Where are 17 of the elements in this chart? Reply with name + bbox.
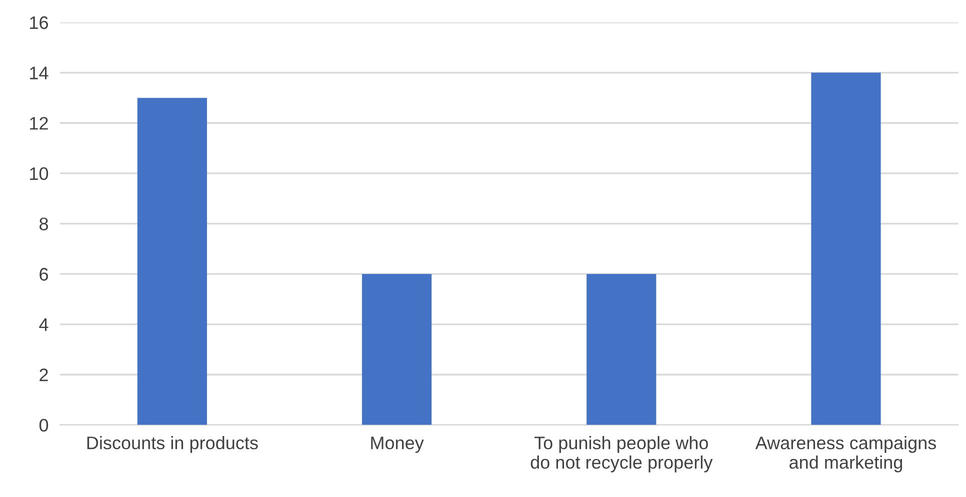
y-tick-label: 6	[40, 268, 48, 281]
x-tick-label: Awareness campaigns and marketing	[755, 436, 936, 472]
y-tick-label: 16	[30, 16, 48, 30]
y-tick-label: 0	[39, 418, 48, 432]
x-tick-label: Money	[371, 436, 424, 453]
x-tick-label: To punish people who do not recycle properly	[530, 436, 713, 472]
x-tick-label: Discounts in products	[87, 436, 258, 453]
y-tick-label: 8	[40, 218, 48, 230]
y-tick-label: 14	[30, 66, 48, 80]
bar	[137, 98, 207, 425]
bar	[362, 274, 432, 425]
y-tick-label: 12	[30, 116, 48, 130]
y-tick-label: 4	[39, 318, 48, 331]
y-tick-label: 2	[40, 368, 48, 382]
bar	[586, 274, 656, 425]
bar	[811, 72, 881, 425]
y-tick-label: 10	[30, 167, 48, 180]
